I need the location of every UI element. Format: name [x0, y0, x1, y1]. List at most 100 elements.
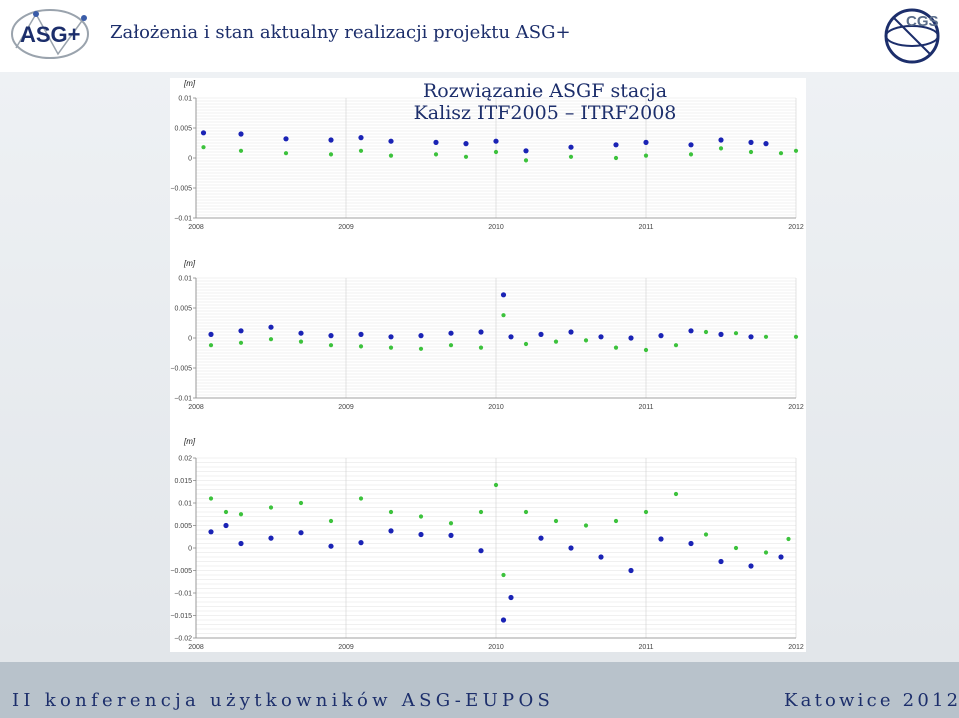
data-point-green [501, 572, 506, 578]
data-point-blue [238, 540, 244, 547]
data-point-blue [388, 334, 394, 340]
y-tick-label: 0.01 [178, 276, 192, 283]
data-point-green [523, 341, 529, 347]
footer-location-year: Katowice 2012 [784, 690, 959, 711]
y-tick-label: −0.015 [170, 613, 192, 620]
data-point-blue [208, 331, 214, 337]
data-point-green [643, 347, 649, 353]
data-point-green [583, 523, 589, 528]
data-point-blue [358, 540, 364, 546]
data-point-green [283, 151, 289, 156]
data-point-blue [508, 334, 514, 340]
data-point-blue [718, 558, 724, 565]
data-point-green [358, 496, 364, 501]
data-point-green [298, 339, 304, 344]
data-point-green [493, 482, 499, 488]
data-point-green [238, 148, 244, 153]
x-tick-label: 2008 [188, 404, 204, 411]
data-point-green [613, 518, 619, 524]
data-point-green [448, 343, 454, 348]
data-point-green [778, 151, 784, 156]
header-bar [0, 0, 959, 72]
data-point-blue [298, 530, 304, 536]
data-point-blue [448, 330, 454, 336]
asg-logo: ASG+ [11, 9, 89, 59]
data-point-blue [748, 563, 754, 569]
data-point-green [298, 500, 304, 506]
data-point-blue [628, 567, 634, 574]
data-point-green [328, 152, 334, 157]
y-tick-label: −0.01 [174, 591, 192, 598]
data-point-blue [448, 532, 454, 538]
data-point-green [613, 345, 619, 350]
y-tick-label: −0.005 [170, 186, 192, 193]
data-point-blue [643, 139, 649, 145]
data-point-blue [478, 329, 484, 335]
x-tick-label: 2010 [488, 644, 504, 651]
data-point-blue [508, 594, 514, 601]
y-tick-label: −0.01 [174, 396, 192, 403]
y-tick-label: 0.01 [178, 96, 192, 103]
data-point-blue [568, 144, 574, 150]
data-point-blue [328, 333, 334, 339]
cgs-logo: CGS [884, 8, 940, 64]
data-point-green [238, 512, 244, 517]
data-point-green [688, 152, 694, 157]
y-tick-label: −0.005 [170, 366, 192, 373]
data-point-green [268, 505, 274, 510]
data-point-blue [718, 137, 724, 143]
data-point-green [328, 518, 334, 524]
x-tick-label: 2011 [638, 224, 653, 231]
data-point-green [763, 550, 769, 555]
data-point-blue [568, 329, 574, 335]
data-point-blue [493, 138, 499, 144]
data-point-green [501, 313, 506, 318]
unit-label: [m] [183, 79, 196, 88]
data-point-green [418, 346, 424, 351]
y-tick-label: 0.005 [174, 306, 192, 313]
data-point-green [523, 158, 529, 163]
x-tick-label: 2010 [488, 224, 504, 231]
x-tick-label: 2011 [638, 644, 653, 651]
data-point-green [553, 339, 559, 344]
data-point-green [388, 509, 394, 515]
data-point-blue [613, 142, 619, 148]
data-point-blue [418, 531, 424, 538]
data-point-green [793, 334, 799, 339]
data-point-green [388, 345, 394, 350]
data-point-green [478, 345, 484, 350]
data-point-green [673, 491, 679, 497]
slide-title: Rozwiązanie ASGF stacja Kalisz ITF2005 –… [390, 80, 700, 124]
data-point-blue [500, 617, 507, 623]
data-point-green [733, 545, 739, 551]
data-point-blue [268, 324, 274, 330]
footer-conference: II konferencja użytkowników ASG-EUPOS [12, 690, 555, 711]
data-point-blue [538, 331, 544, 337]
data-point-green [223, 509, 229, 515]
data-point-green [733, 331, 739, 336]
data-point-green [613, 155, 619, 161]
data-point-green [268, 337, 274, 342]
y-tick-label: 0 [188, 156, 192, 163]
footer-bar [0, 662, 959, 718]
data-point-green [748, 149, 754, 155]
cgs-logo-text: CGS [906, 13, 939, 30]
data-point-blue [208, 529, 214, 535]
data-point-blue [523, 148, 529, 154]
y-tick-label: 0.005 [174, 523, 192, 530]
data-point-blue [500, 292, 507, 298]
y-tick-label: −0.01 [174, 216, 192, 223]
data-point-green [208, 343, 214, 348]
data-point-green [208, 496, 214, 501]
data-point-blue [268, 535, 274, 541]
data-point-green [201, 145, 206, 150]
x-tick-label: 2012 [788, 224, 804, 231]
y-tick-label: −0.02 [174, 636, 192, 643]
x-tick-label: 2012 [788, 404, 804, 411]
data-point-blue [200, 130, 207, 136]
data-point-blue [568, 545, 574, 551]
asg-logo-text: ASG+ [20, 22, 81, 47]
data-point-green [358, 344, 364, 349]
data-point-blue [328, 543, 334, 549]
slide-title-line1: Rozwiązanie ASGF stacja [422, 80, 668, 102]
